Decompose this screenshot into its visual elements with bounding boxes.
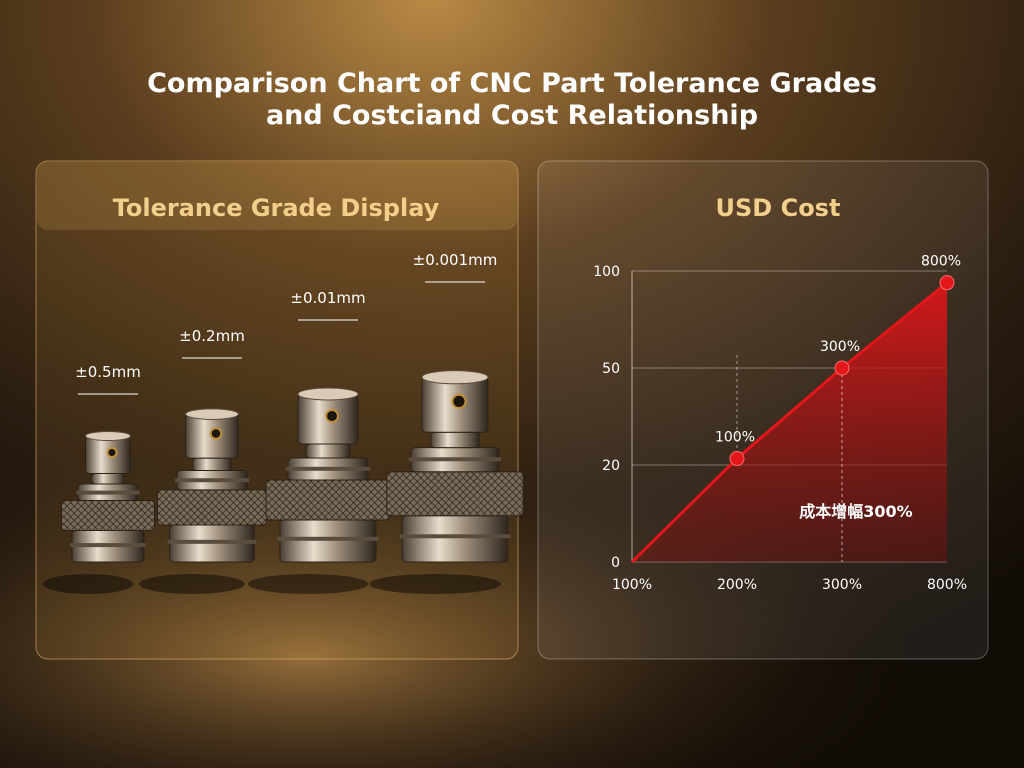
part-band: [70, 543, 146, 548]
shadow: [139, 574, 245, 594]
y-tick-label: 50: [602, 361, 620, 377]
title-line: and Costciand Cost Relationship: [266, 100, 758, 131]
part-band: [175, 478, 249, 483]
part-body: [192, 457, 232, 471]
part-band: [408, 457, 502, 462]
y-tick-label: 0: [611, 555, 620, 571]
part-label: ±0.5mm: [75, 363, 141, 381]
shadow: [43, 574, 133, 594]
line: [630, 281, 948, 564]
shadow: [248, 574, 368, 594]
y-tick-label: 100: [593, 264, 620, 280]
parts: ±0.5mm ±0.2mm ±0.01mm ±0.001mm: [43, 251, 524, 594]
part-body: [91, 473, 125, 485]
part-body: [430, 431, 480, 449]
point-label: 100%: [715, 430, 755, 446]
part-hole: [209, 427, 223, 440]
part-hole: [325, 409, 339, 423]
point: [834, 360, 850, 376]
part-top: [297, 387, 359, 401]
part-top: [185, 408, 239, 420]
part-band: [286, 466, 370, 471]
part-label: ±0.001mm: [413, 251, 498, 269]
x-tick-label: 800%: [927, 577, 967, 593]
part-hole: [106, 447, 118, 458]
left-panel: [35, 160, 519, 660]
part-body: [61, 500, 155, 531]
left-panel-header: [37, 162, 517, 230]
y-tick-label: 20: [602, 458, 620, 474]
panel-title: Tolerance Grade Display: [113, 194, 440, 222]
point: [729, 451, 745, 467]
part-body: [279, 519, 377, 563]
chart-title: USD Cost: [716, 194, 841, 222]
part-body: [386, 471, 524, 517]
shadow: [369, 574, 501, 594]
x-tick-label: 300%: [822, 577, 862, 593]
part-label: ±0.01mm: [290, 289, 365, 307]
title-line: Comparison Chart of CNC Part Tolerance G…: [147, 68, 877, 99]
area: [632, 282, 947, 562]
annotation: 成本增幅300%: [799, 502, 912, 521]
part-top: [85, 431, 131, 441]
point-label: 800%: [921, 254, 961, 270]
part-band: [399, 534, 511, 539]
part-top: [421, 370, 489, 385]
part-band: [76, 490, 140, 495]
x-tick-label: 200%: [717, 577, 757, 593]
part-body: [265, 479, 391, 521]
point: [939, 275, 955, 291]
part-band: [167, 539, 257, 544]
part-body: [305, 443, 351, 459]
point-label: 300%: [820, 339, 860, 355]
part-band: [277, 536, 379, 541]
x-tick-label: 100%: [612, 577, 652, 593]
part-body: [156, 489, 268, 526]
part-hole: [451, 393, 467, 409]
chart: 0 20 50 100 100% 200% 300% 800% 100% 300% 800% 成本增幅…: [593, 254, 967, 593]
part-label: ±0.2mm: [179, 327, 245, 345]
part-body: [401, 515, 509, 563]
